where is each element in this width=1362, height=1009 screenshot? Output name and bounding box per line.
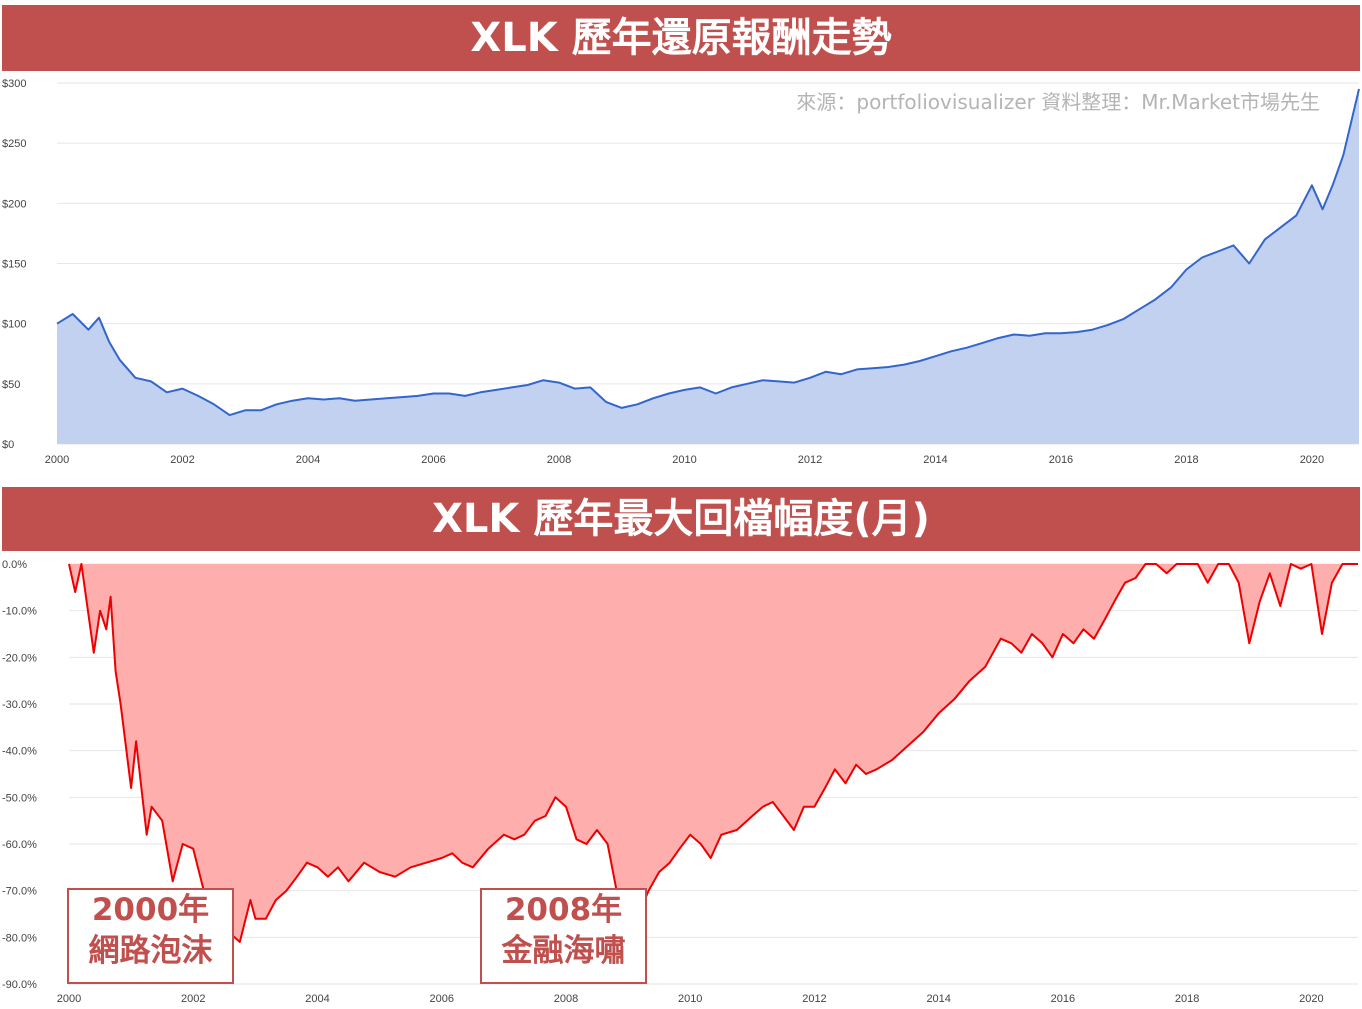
y-tick-label: -40.0%	[2, 746, 37, 758]
annotation-year: 2008年	[504, 892, 623, 928]
x-tick-label: 2002	[181, 993, 205, 1005]
series-line	[56, 88, 1360, 417]
y-tick-label: -50.0%	[2, 792, 37, 804]
x-tick-label: 2016	[1051, 993, 1075, 1005]
chart-title-bottom: XLK 歷年最大回檔幅度(月)	[2, 487, 1360, 551]
x-tick-label: 2006	[429, 993, 453, 1005]
x-tick-label: 2008	[547, 454, 571, 466]
source-note: 來源：portfoliovisualizer 資料整理：Mr.Market市場先…	[796, 90, 1320, 114]
annotation-financial-crisis: 2008年 金融海嘯	[480, 888, 647, 984]
y-tick-label: $150	[2, 259, 26, 271]
y-tick-label: $200	[2, 198, 26, 210]
y-tick-label: $250	[2, 138, 26, 150]
annotation-event: 網路泡沫	[88, 933, 213, 969]
x-tick-label: 2004	[305, 993, 329, 1005]
y-tick-label: -60.0%	[2, 839, 37, 851]
y-tick-label: $100	[2, 319, 26, 331]
x-tick-label: 2016	[1049, 454, 1073, 466]
y-tick-label: -90.0%	[2, 979, 37, 991]
y-tick-label: -80.0%	[2, 932, 37, 944]
x-tick-label: 2006	[421, 454, 445, 466]
y-tick-label: $0	[2, 439, 14, 451]
y-tick-label: -20.0%	[2, 652, 37, 664]
series-area	[69, 564, 1358, 942]
x-tick-label: 2018	[1175, 993, 1199, 1005]
x-tick-label: 2012	[798, 454, 822, 466]
series-area	[57, 89, 1359, 444]
x-tick-label: 2002	[170, 454, 194, 466]
x-tick-label: 2000	[45, 454, 69, 466]
x-tick-label: 2004	[296, 454, 320, 466]
x-tick-label: 2008	[554, 993, 578, 1005]
x-tick-label: 2010	[672, 454, 696, 466]
x-tick-label: 2000	[57, 993, 81, 1005]
y-tick-label: -30.0%	[2, 699, 37, 711]
annotation-event: 金融海嘯	[501, 933, 626, 969]
y-tick-label: $50	[2, 379, 20, 391]
x-tick-label: 2020	[1300, 454, 1324, 466]
x-tick-label: 2020	[1299, 993, 1323, 1005]
y-tick-label: -70.0%	[2, 886, 37, 898]
x-tick-label: 2010	[678, 993, 702, 1005]
gridlines	[57, 82, 1359, 445]
chart-title-top: XLK 歷年還原報酬走勢	[2, 5, 1360, 71]
drawdown-chart: 0.0% -10.0% -20.0% -30.0% -40.0% -50.0% -60.0%…	[2, 559, 1358, 1005]
y-tick-label: 0.0%	[2, 559, 27, 571]
annotation-dotcom: 2000年 網路泡沫	[67, 888, 234, 984]
annotation-year: 2000年	[91, 892, 210, 928]
x-tick-label: 2014	[923, 454, 947, 466]
y-tick-label: $300	[2, 78, 26, 90]
price-chart: $0 $50 $100 $150 $200 $250 $300 2000 2002 2004 200…	[2, 78, 1360, 466]
x-tick-label: 2014	[926, 993, 950, 1005]
y-tick-label: -10.0%	[2, 606, 37, 618]
x-tick-label: 2012	[802, 993, 826, 1005]
x-tick-label: 2018	[1174, 454, 1198, 466]
series-line	[68, 563, 1358, 943]
